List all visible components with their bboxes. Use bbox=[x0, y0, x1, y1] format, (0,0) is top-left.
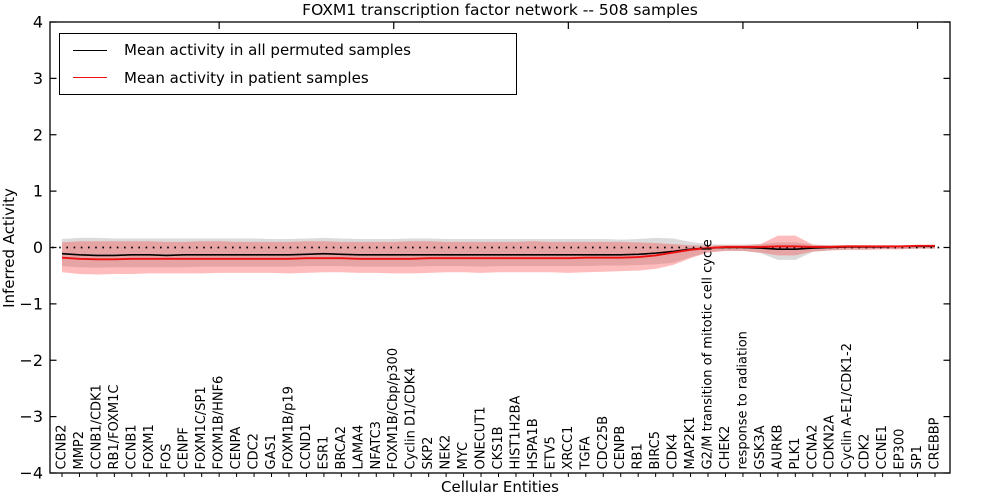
x-tick-label: NEK2 bbox=[439, 435, 454, 470]
x-tick-label: CENPB bbox=[613, 426, 628, 470]
x-tick-label: SP1 bbox=[910, 445, 925, 469]
chart-title: FOXM1 transcription factor network -- 50… bbox=[302, 1, 698, 19]
x-tick-label: LAMA4 bbox=[351, 425, 366, 470]
x-tick-label: CCND1 bbox=[299, 423, 314, 469]
x-tick-label: G2/M transition of mitotic cell cycle bbox=[701, 239, 716, 469]
y-tick-label: 0 bbox=[33, 238, 43, 257]
x-tick-label: CKS1B bbox=[491, 426, 506, 469]
y-tick-label: 4 bbox=[33, 13, 43, 32]
x-tick-label: CDC2 bbox=[247, 433, 262, 469]
x-tick-label: CHEK2 bbox=[718, 426, 733, 470]
y-tick-label: −2 bbox=[19, 351, 43, 370]
y-tick-label: −1 bbox=[19, 294, 43, 313]
x-tick-label: MYC bbox=[456, 442, 471, 470]
x-tick-label: Cyclin A-E1/CDK1-2 bbox=[840, 343, 855, 470]
legend-box: Mean activity in all permuted samples Me… bbox=[59, 33, 517, 95]
x-tick-label: FOS bbox=[159, 444, 174, 470]
patient-mean-line bbox=[61, 244, 935, 261]
x-tick-label: CCNB1/CDK1 bbox=[89, 384, 104, 469]
x-tick-label: CENPA bbox=[229, 426, 244, 469]
legend-line-sample-red bbox=[73, 77, 107, 79]
x-tick-label: CDK2 bbox=[858, 434, 873, 470]
legend-label: Mean activity in all permuted samples bbox=[124, 41, 411, 60]
x-tick-label: CDC25B bbox=[596, 416, 611, 470]
legend-line-sample-black bbox=[73, 49, 107, 51]
x-tick-label: GAS1 bbox=[264, 434, 279, 470]
permuted-mean-line bbox=[61, 245, 935, 257]
x-tick-label: CCNB2 bbox=[55, 424, 70, 469]
x-tick-label: ONECUT1 bbox=[474, 407, 489, 470]
y-tick-label: 1 bbox=[33, 182, 43, 201]
legend-entry-permuted: Mean activity in all permuted samples bbox=[60, 37, 516, 63]
x-tick-label: RB1 bbox=[631, 443, 646, 469]
x-tick-label: FOXM1B/p19 bbox=[281, 386, 296, 469]
x-tick-label: BIRC5 bbox=[648, 431, 663, 470]
y-tick-label: 2 bbox=[33, 125, 43, 144]
x-tick-label: CREBBP bbox=[928, 417, 943, 469]
x-tick-label: NFATC3 bbox=[369, 421, 384, 469]
x-tick-label: TGFA bbox=[578, 436, 593, 470]
x-tick-label: FOXM1B/HNF6 bbox=[212, 376, 227, 470]
x-tick-label: EP300 bbox=[893, 429, 908, 470]
x-tick-label: GSK3A bbox=[753, 425, 768, 469]
x-tick-label: CENPF bbox=[177, 427, 192, 469]
x-tick-label: HIST1H2BA bbox=[508, 395, 523, 469]
x-tick-label: Cyclin D1/CDK4 bbox=[404, 367, 419, 469]
x-tick-label: FOXM1 bbox=[142, 424, 157, 469]
y-tick-label: −4 bbox=[19, 464, 43, 483]
permuted-range-band bbox=[62, 237, 935, 268]
x-tick-label: SKP2 bbox=[421, 437, 436, 470]
x-tick-label: PLK1 bbox=[788, 438, 803, 470]
x-tick-label: HSPA1B bbox=[526, 418, 541, 469]
x-axis-label: Cellular Entities bbox=[441, 478, 559, 496]
x-tick-label: AURKB bbox=[770, 425, 785, 470]
legend-label: Mean activity in patient samples bbox=[124, 68, 369, 87]
x-tick-label: response to radiation bbox=[735, 331, 750, 469]
x-tick-label: CCNE1 bbox=[875, 425, 890, 469]
y-tick-label: −3 bbox=[19, 407, 43, 426]
legend-entry-patient: Mean activity in patient samples bbox=[60, 65, 516, 91]
x-tick-label: XRCC1 bbox=[561, 426, 576, 470]
x-tick-label: ETV5 bbox=[543, 436, 558, 469]
y-tick-label: 3 bbox=[33, 69, 43, 88]
x-tick-label: BRCA2 bbox=[334, 426, 349, 470]
x-tick-label: MAP2K1 bbox=[683, 416, 698, 469]
x-tick-label: CDK4 bbox=[666, 434, 681, 470]
y-axis-label: Inferred Activity bbox=[0, 188, 18, 308]
x-tick-label: FOXM1C/SP1 bbox=[194, 386, 209, 469]
x-tick-label: CDKN2A bbox=[823, 415, 838, 470]
x-tick-label: FOXM1B/Cbp/p300 bbox=[386, 348, 401, 470]
x-tick-label: MMP2 bbox=[72, 431, 87, 470]
x-tick-label: RB1/FOXM1C bbox=[107, 385, 122, 470]
x-tick-label: CCNA2 bbox=[805, 424, 820, 469]
x-tick-label: CCNB1 bbox=[124, 424, 139, 469]
x-tick-label: ESR1 bbox=[316, 436, 331, 470]
